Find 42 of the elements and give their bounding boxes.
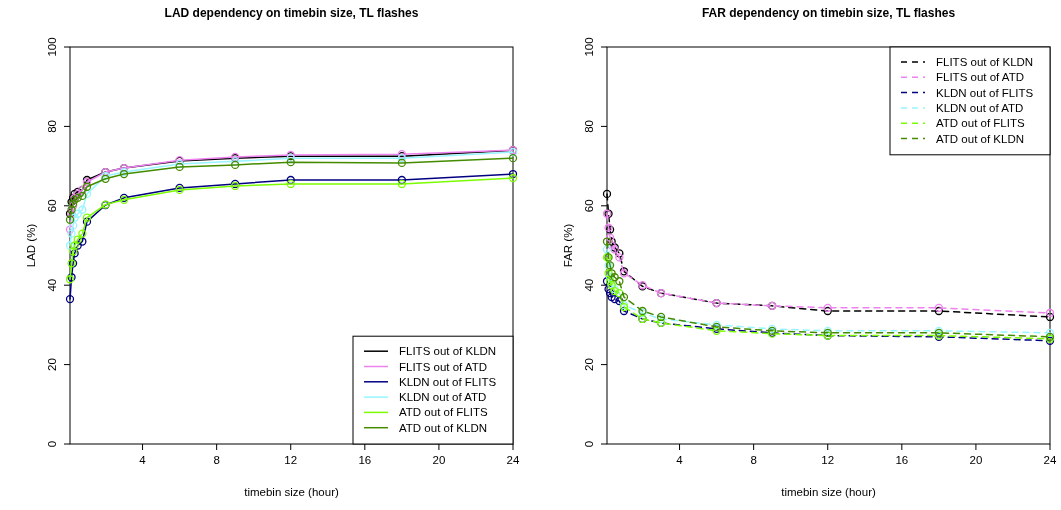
x-tick-label: 20 [969, 454, 983, 466]
legend-label: FLITS out of ATD [399, 360, 487, 373]
legend-label: FLITS out of ATD [936, 71, 1024, 84]
legend-label: KLDN out of FLITS [399, 375, 497, 388]
chart-title: LAD dependency on timebin size, TL flashes [164, 6, 419, 20]
x-tick-label: 8 [750, 454, 757, 466]
y-tick-label: 60 [583, 199, 595, 213]
x-tick-label: 8 [213, 454, 220, 466]
y-axis-title: FAR (%) [562, 223, 574, 268]
legend-label: FLITS out of KLDN [399, 345, 497, 358]
y-tick-label: 80 [583, 120, 595, 133]
legend-label: KLDN out of ATD [936, 101, 1024, 114]
x-tick-label: 16 [358, 454, 372, 466]
x-axis-title: timebin size (hour) [244, 486, 339, 498]
x-axis-title: timebin size (hour) [781, 486, 876, 498]
legend-label: ATD out of FLITS [936, 117, 1025, 130]
x-tick-label: 24 [1043, 454, 1057, 466]
x-tick-label: 20 [432, 454, 446, 466]
x-tick-label: 16 [895, 454, 909, 466]
legend-label: ATD out of KLDN [936, 132, 1024, 145]
legend-label: KLDN out of FLITS [936, 86, 1034, 99]
y-tick-label: 80 [46, 120, 58, 133]
y-tick-label: 0 [46, 440, 58, 448]
y-tick-label: 100 [46, 37, 58, 57]
y-tick-label: 0 [583, 440, 595, 448]
y-axis-title: LAD (%) [25, 223, 37, 268]
y-tick-label: 40 [46, 278, 58, 292]
chart-title: FAR dependency on timebin size, TL flashes [701, 6, 956, 20]
legend-label: KLDN out of ATD [399, 391, 487, 404]
legend-label: ATD out of KLDN [399, 421, 487, 434]
y-tick-label: 40 [583, 278, 595, 292]
y-tick-label: 20 [583, 358, 595, 371]
y-tick-label: 100 [583, 37, 595, 57]
x-tick-label: 12 [821, 454, 835, 466]
x-tick-label: 24 [506, 454, 520, 466]
legend-label: FLITS out of KLDN [936, 56, 1034, 69]
y-tick-label: 60 [46, 199, 58, 213]
x-tick-label: 12 [284, 454, 298, 466]
x-tick-label: 4 [676, 454, 684, 466]
x-tick-label: 4 [139, 454, 147, 466]
y-tick-label: 20 [46, 358, 58, 371]
legend-label: ATD out of FLITS [399, 406, 488, 419]
